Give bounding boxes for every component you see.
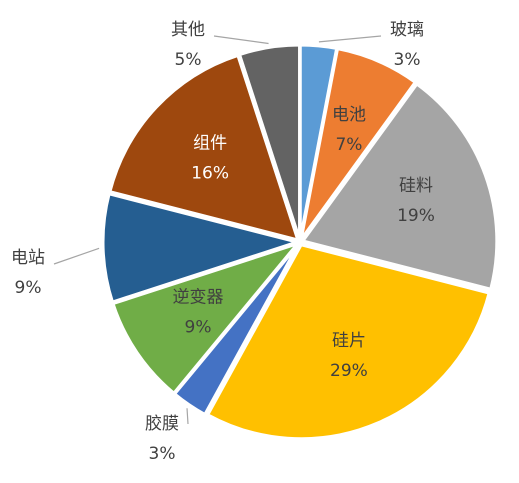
pie-slice <box>300 81 499 292</box>
pie-slice <box>101 192 303 304</box>
slice-label: 胶膜 <box>145 414 179 434</box>
slice-label: 电池 <box>332 105 366 125</box>
slice-value-label: 9% <box>185 317 212 337</box>
leader-line <box>318 35 382 43</box>
slice-value-label: 5% <box>175 50 202 70</box>
slice-value-label: 7% <box>335 135 362 155</box>
pie-slice <box>237 43 302 240</box>
slice-label: 其他 <box>171 20 205 40</box>
pie-slice <box>108 53 301 243</box>
leader-line <box>53 247 100 265</box>
pie-slice <box>299 46 418 241</box>
leader-line <box>186 408 189 425</box>
slice-value-label: 3% <box>394 50 421 70</box>
slice-label: 玻璃 <box>390 20 424 40</box>
slice-value-label: 29% <box>330 361 368 381</box>
leader-line <box>213 35 269 45</box>
slice-value-label: 3% <box>149 444 176 464</box>
slice-label: 电站 <box>11 248 45 268</box>
slice-label: 组件 <box>193 134 227 154</box>
slice-label: 硅片 <box>332 331 366 351</box>
slice-label: 硅料 <box>399 176 433 196</box>
pie-slice <box>205 243 491 441</box>
pie-slice <box>111 240 302 396</box>
slice-value-label: 19% <box>397 206 435 226</box>
slice-value-label: 16% <box>191 164 229 184</box>
slice-label: 逆变器 <box>173 287 224 307</box>
slice-value-label: 9% <box>15 278 42 298</box>
